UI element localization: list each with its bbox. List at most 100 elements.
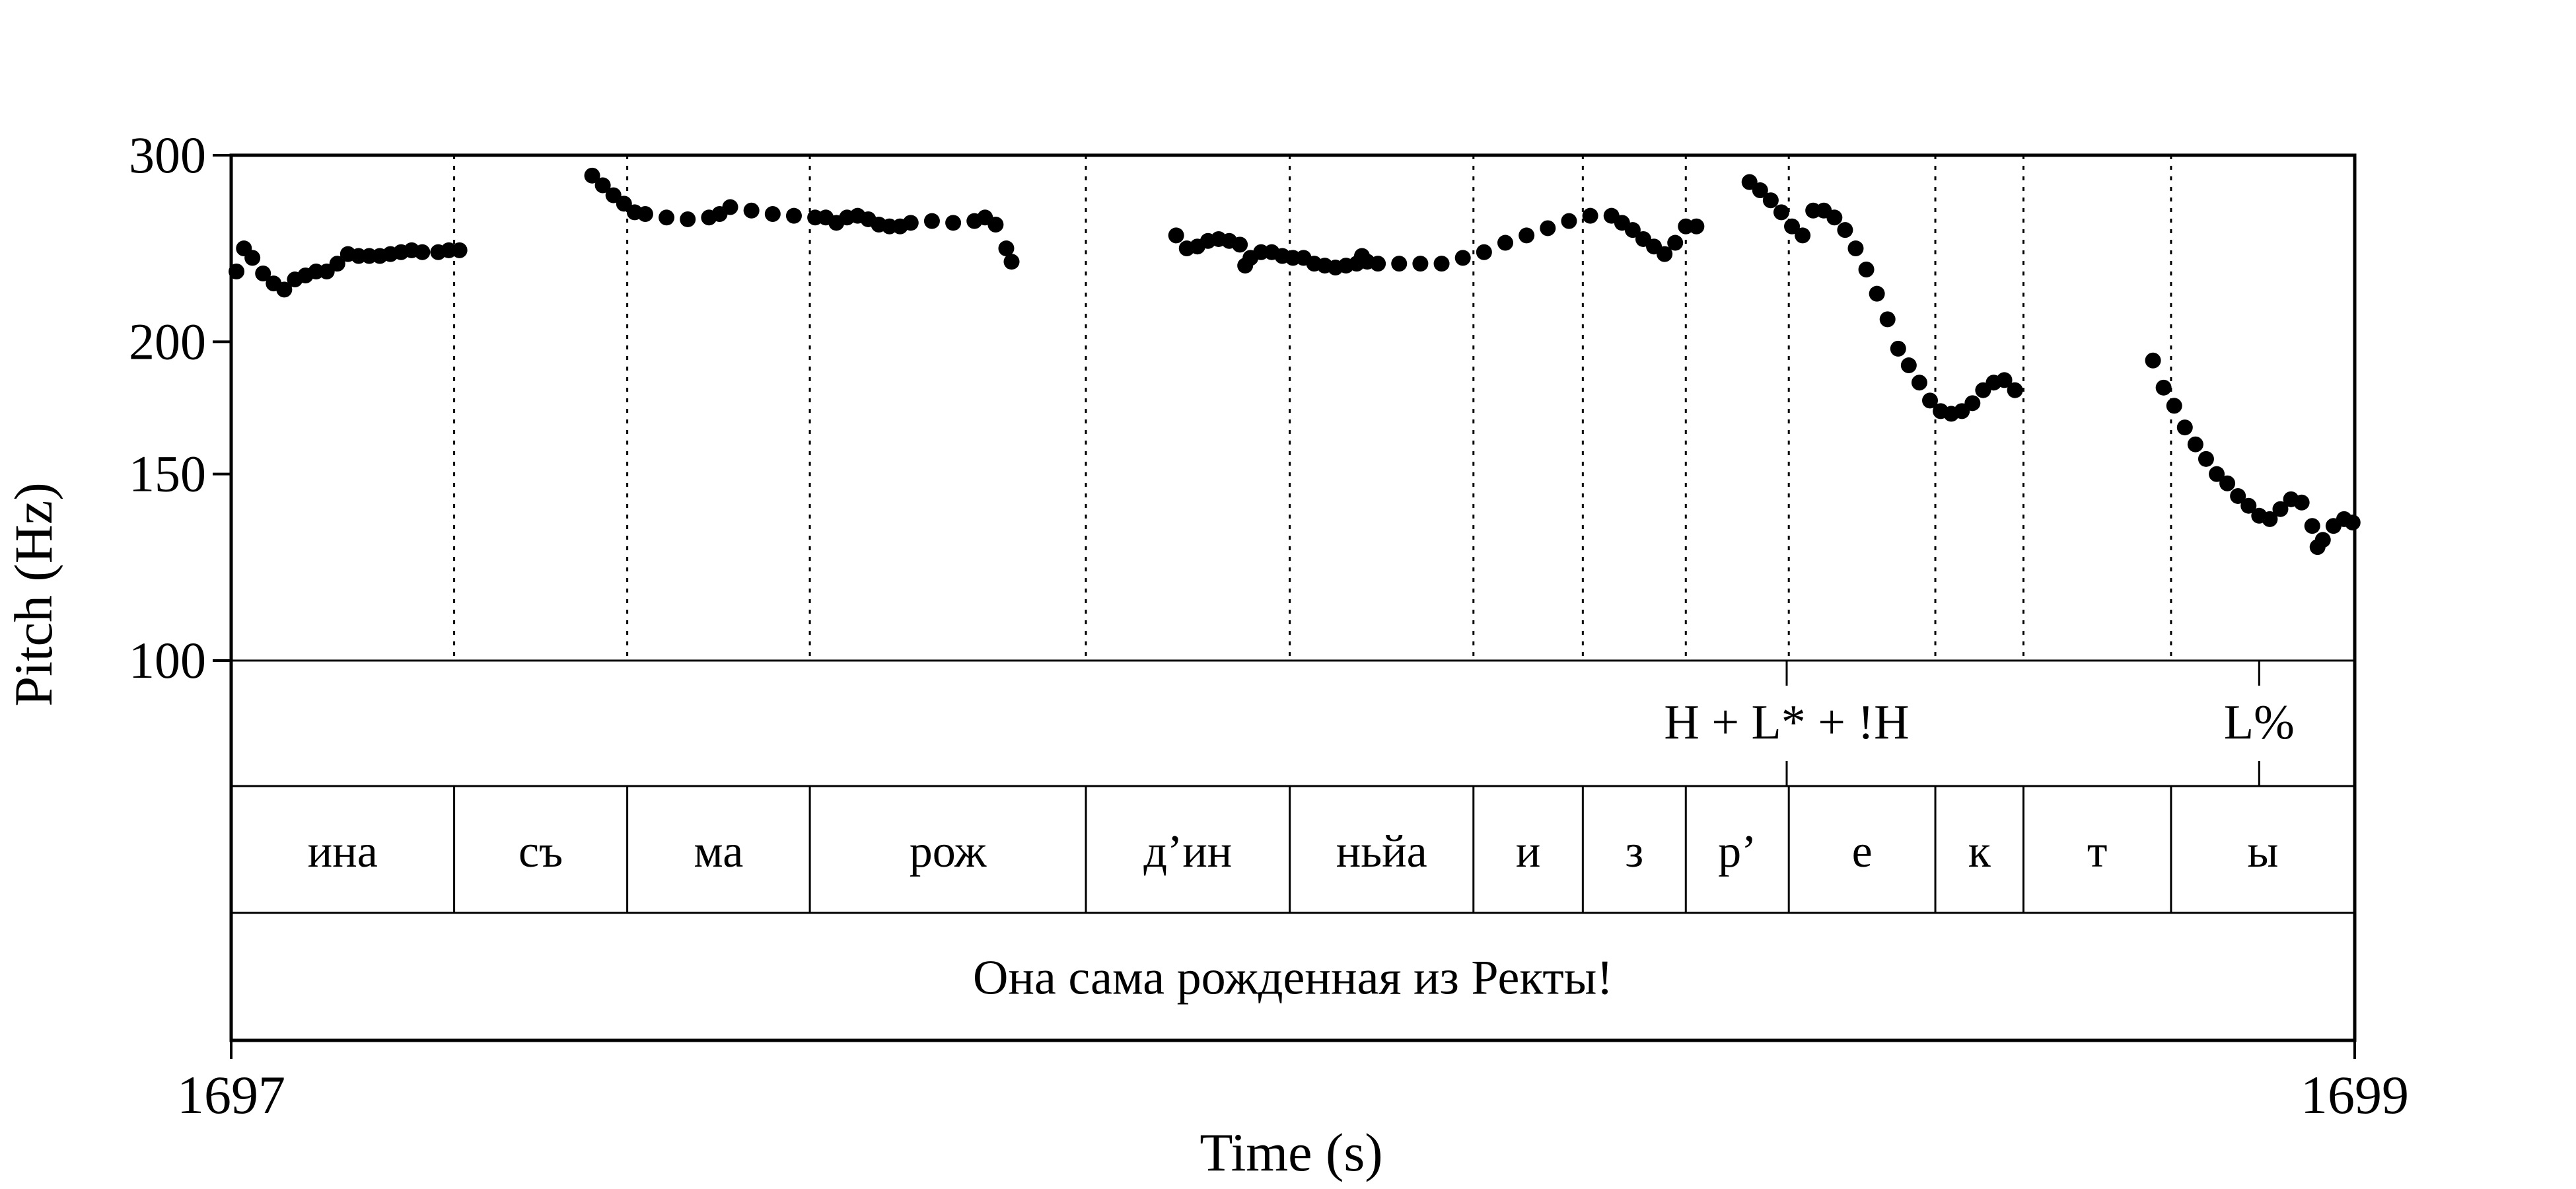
x-axis-title: Time (s) <box>1199 1122 1382 1182</box>
pitch-point <box>1519 227 1535 244</box>
pitch-point <box>594 177 611 194</box>
pitch-point <box>584 167 600 184</box>
pitch-point <box>1497 234 1513 251</box>
y-tick-label: 200 <box>129 312 206 370</box>
pitch-point <box>2007 382 2023 398</box>
segment-label: е <box>1852 826 1873 877</box>
pitch-point <box>987 217 1004 233</box>
pitch-point <box>1837 222 1853 238</box>
pitch-point <box>2145 352 2161 369</box>
pitch-point <box>785 207 802 224</box>
pitch-point <box>2262 511 2278 527</box>
segment-label: з <box>1625 826 1643 877</box>
pitch-point <box>1964 395 1981 412</box>
segment-label: т <box>2087 826 2108 877</box>
pitch-points <box>229 167 2361 556</box>
pitch-point <box>1922 392 1938 409</box>
pitch-point <box>2240 497 2257 514</box>
pitch-point <box>451 242 468 258</box>
pitch-point <box>2293 494 2310 511</box>
pitch-point <box>945 215 962 231</box>
pitch-point <box>764 206 781 223</box>
pitch-point <box>1900 357 1917 374</box>
pitch-point <box>605 187 622 203</box>
pitch-point <box>1540 220 1556 236</box>
pitch-point <box>2198 450 2214 467</box>
pitch-point <box>1752 182 1768 199</box>
pitch-point <box>616 196 632 212</box>
segment-label: рож <box>910 826 987 877</box>
pitch-point <box>1232 236 1248 253</box>
y-tick-label: 100 <box>129 631 206 689</box>
pitch-point <box>722 199 738 215</box>
y-axis-title: Pitch (Hz) <box>3 482 63 706</box>
pitch-point <box>414 244 431 260</box>
pitch-point <box>255 265 271 281</box>
pitch-point <box>244 250 261 266</box>
pitch-point <box>1911 375 1927 391</box>
annotation-tiers: H + L* + !H L% ина съ ма рож д’ин ньйа и з р’ е к т ы О… <box>308 661 2295 1005</box>
pitch-point <box>2272 501 2289 517</box>
pitch-point <box>1890 340 1906 357</box>
segment-label: ма <box>694 826 743 877</box>
pitch-point <box>1412 256 1429 272</box>
pitch-point <box>1433 256 1450 272</box>
tone-label: H + L* + !H <box>1664 696 1909 750</box>
pitch-point <box>329 256 345 272</box>
segment-label: д’ин <box>1143 826 1232 877</box>
x-tick-label: 1697 <box>177 1065 285 1125</box>
pitch-point <box>2176 419 2193 436</box>
sentence-label: Она сама рожденная из Ректы! <box>973 951 1613 1005</box>
pitch-point <box>1858 262 1875 278</box>
pitch-point <box>1657 246 1673 262</box>
x-tick-label: 1699 <box>2301 1065 2409 1125</box>
pitch-point <box>659 209 675 226</box>
pitch-point <box>1454 250 1471 266</box>
tone-label: L% <box>2224 696 2295 750</box>
pitch-point <box>998 240 1015 257</box>
segment-label: р’ <box>1718 826 1756 877</box>
pitch-point <box>1869 285 1885 302</box>
segment-label: ы <box>2247 826 2278 877</box>
plot-frame <box>229 153 2357 1042</box>
pitch-point <box>2230 487 2246 504</box>
pitch-point <box>2304 518 2320 534</box>
pitch-point <box>276 281 293 298</box>
pitch-point <box>1773 204 1789 221</box>
pitch-point <box>1476 244 1492 260</box>
pitch-point <box>2209 466 2225 482</box>
pitch-point <box>1826 209 1843 226</box>
pitch-point <box>743 202 760 219</box>
pitch-point <box>1784 218 1801 234</box>
pitch-point <box>1582 207 1598 224</box>
segment-boundary-lines <box>453 155 2172 913</box>
pitch-point <box>1624 222 1641 238</box>
pitch-point <box>1847 240 1864 257</box>
pitch-point <box>902 215 919 231</box>
pitch-point <box>1688 218 1705 234</box>
pitch-point <box>1168 227 1184 244</box>
pitch-point <box>1762 192 1779 209</box>
pitch-point <box>2166 398 2182 414</box>
pitch-point <box>2344 515 2361 531</box>
pitch-point <box>1996 372 2013 388</box>
pitch-point <box>923 213 940 229</box>
pitch-point <box>637 206 653 223</box>
pitch-point <box>1391 256 1408 272</box>
y-tick-label: 300 <box>129 126 206 184</box>
y-tick-label: 150 <box>129 445 206 503</box>
segment-label: ина <box>308 826 378 877</box>
segment-label: съ <box>519 826 563 877</box>
pitch-point <box>1370 256 1386 272</box>
pitch-point <box>680 211 696 227</box>
segment-label: и <box>1516 826 1540 877</box>
pitch-point <box>2314 532 2331 548</box>
pitch-point <box>1879 311 1896 328</box>
segment-label: ньйа <box>1336 826 1427 877</box>
pitch-point <box>2219 475 2236 491</box>
pitch-point <box>1795 227 1811 244</box>
pitch-point <box>2187 436 2203 452</box>
pitch-point <box>1003 254 1020 270</box>
segment-label: к <box>1968 826 1991 877</box>
